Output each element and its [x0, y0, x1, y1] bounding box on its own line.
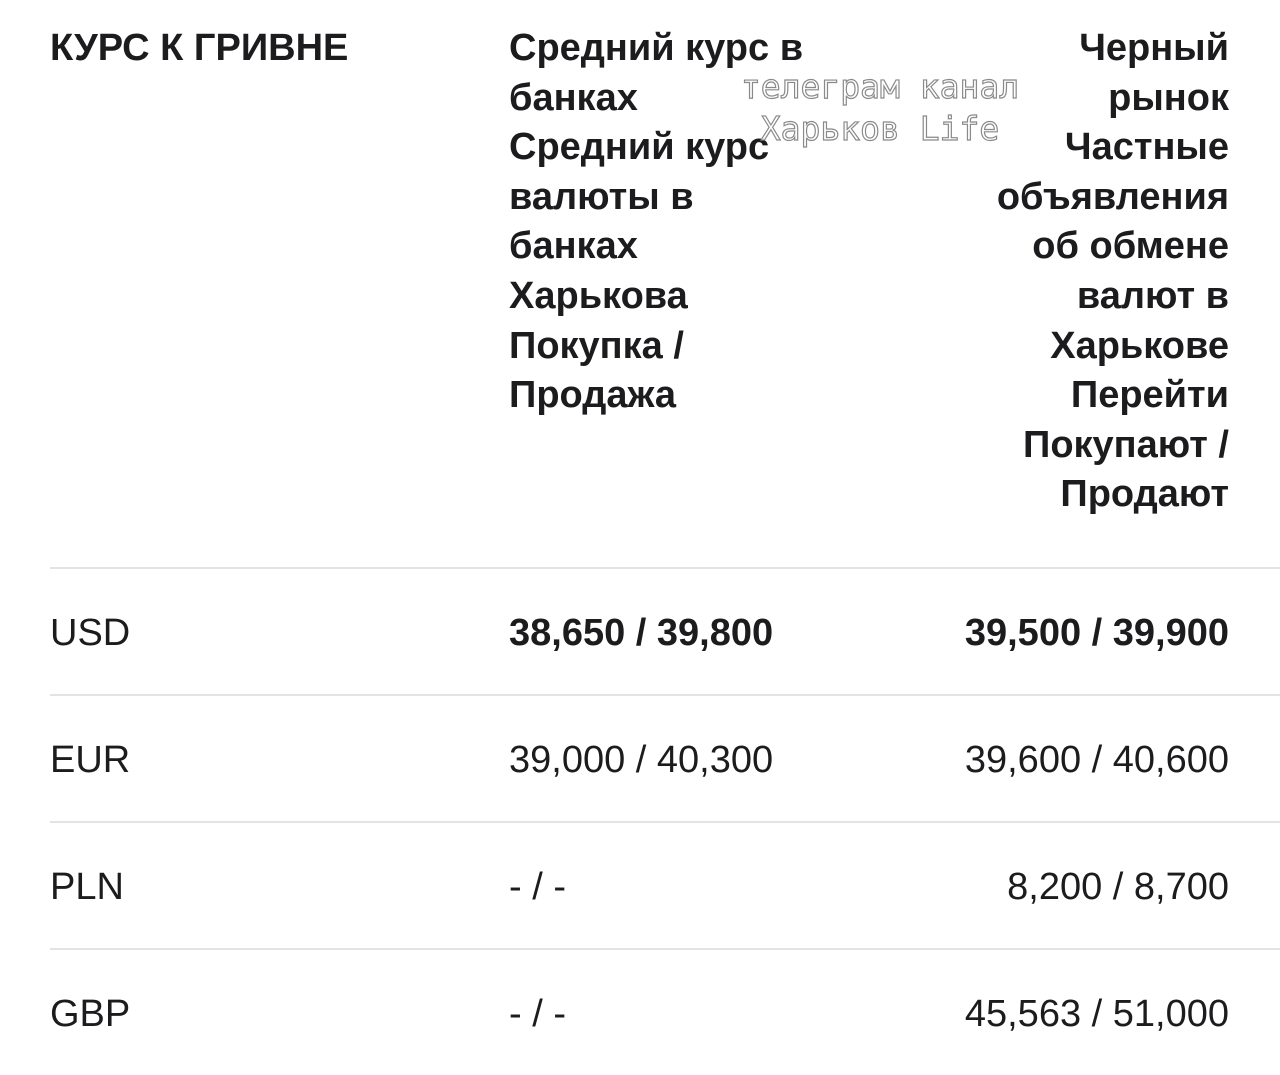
market-link[interactable]: Перейти — [1070, 374, 1229, 417]
currency-code: USD — [50, 612, 131, 654]
table-row-gbp: GBP - / - 45,563 / 51,000 — [50, 950, 1280, 1075]
bank-rate: 39,000 / 40,300 — [509, 739, 774, 781]
currency-code: GBP — [50, 993, 131, 1035]
exchange-rate-table: КУРС К ГРИВНЕ Средний курс в банках Сред… — [50, 24, 1280, 1075]
bank-rate: - / - — [509, 993, 566, 1035]
header-black-market: Черный рынок Частные объявления об обмен… — [959, 24, 1229, 520]
market-rate: 39,600 / 40,600 — [964, 739, 1229, 781]
market-col-subtitle: Частные объявления об обмене валют в Хар… — [996, 126, 1229, 367]
currency-code: EUR — [50, 739, 131, 781]
table-header: КУРС К ГРИВНЕ Средний курс в банках Сред… — [50, 24, 1280, 569]
market-col-rates-label: Покупают / Продают — [1023, 423, 1229, 516]
bank-col-subtitle: Средний курс валюты в банках Харькова — [509, 126, 770, 317]
market-rate: 8,200 / 8,700 — [1007, 866, 1229, 908]
header-bank-rates: Средний курс в банках Средний курс валют… — [509, 24, 824, 421]
header-currency: КУРС К ГРИВНЕ — [50, 27, 349, 69]
table-row-pln: PLN - / - 8,200 / 8,700 — [50, 823, 1280, 950]
market-col-title: Черный рынок — [1079, 27, 1229, 119]
bank-col-title: Средний курс в банках — [509, 27, 804, 119]
bank-rate: - / - — [509, 866, 566, 908]
bank-rate: 38,650 / 39,800 — [509, 612, 774, 654]
table-row-eur: EUR 39,000 / 40,300 39,600 / 40,600 — [50, 696, 1280, 823]
currency-code: PLN — [50, 866, 124, 908]
market-rate: 45,563 / 51,000 — [964, 993, 1229, 1035]
table-row-usd: USD 38,650 / 39,800 39,500 / 39,900 — [50, 569, 1280, 696]
market-rate: 39,500 / 39,900 — [964, 612, 1229, 654]
bank-col-rates-label: Покупка / Продажа — [509, 324, 684, 417]
